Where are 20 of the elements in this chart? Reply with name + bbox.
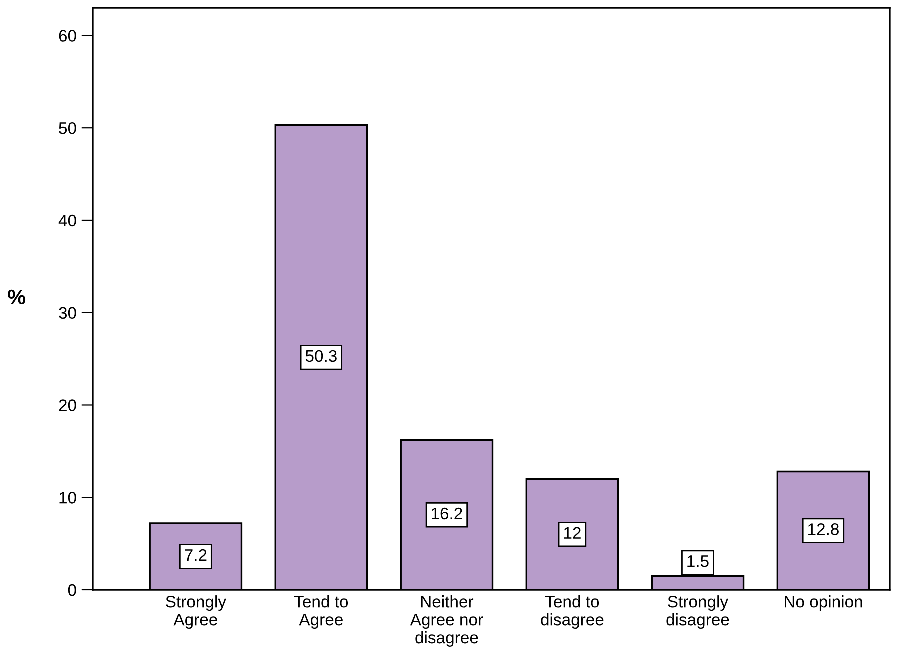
data-label: 7.2 — [185, 549, 207, 562]
data-label: 1.5 — [688, 556, 709, 568]
data-label: 16.2 — [432, 508, 462, 520]
y-axis-title: % — [8, 290, 26, 305]
y-tick-label: 60 — [59, 30, 76, 42]
y-tick-label: 20 — [59, 400, 76, 412]
y-tick-label: 30 — [59, 307, 76, 320]
x-tick-label: Tend to disagree — [541, 596, 604, 630]
y-tick-label: 0 — [68, 584, 76, 596]
x-tick-label: Strongly Agree — [166, 596, 226, 630]
data-label: 12 — [564, 527, 581, 539]
data-label: 50.3 — [306, 350, 337, 362]
x-tick-label: Tend to Agree — [294, 596, 348, 630]
data-label: 12.8 — [808, 524, 839, 536]
x-tick-label: Strongly disagree — [666, 596, 730, 630]
y-tick-label: 50 — [59, 122, 76, 134]
x-tick-label: No opinion — [785, 596, 862, 612]
y-tick-label: 10 — [60, 492, 76, 504]
y-tick-label: 40 — [58, 214, 76, 227]
x-tick-label: Neither Agree nor disagree — [410, 596, 484, 647]
